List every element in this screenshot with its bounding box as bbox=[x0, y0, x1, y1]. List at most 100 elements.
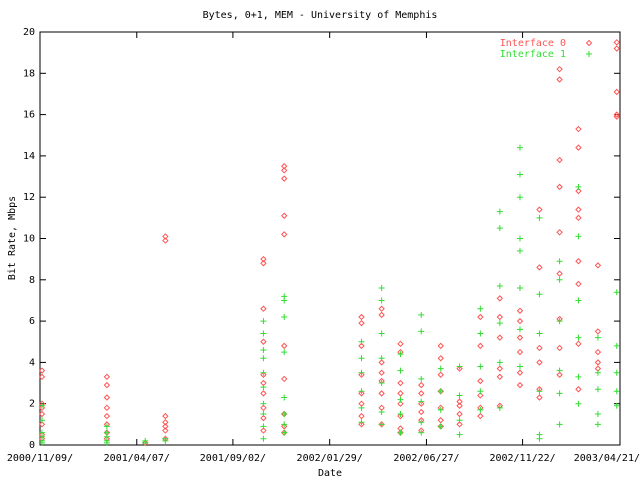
point bbox=[456, 402, 463, 409]
point bbox=[516, 144, 523, 151]
point bbox=[575, 258, 582, 265]
point bbox=[556, 270, 563, 277]
point bbox=[38, 410, 46, 418]
point bbox=[358, 390, 365, 397]
legend-marker bbox=[585, 39, 593, 47]
y-tick-label: 12 bbox=[23, 192, 35, 203]
point bbox=[281, 297, 288, 304]
point bbox=[456, 417, 463, 424]
point bbox=[162, 233, 169, 240]
point bbox=[378, 380, 385, 387]
point bbox=[556, 421, 563, 428]
point bbox=[260, 400, 267, 407]
point bbox=[575, 214, 582, 222]
point bbox=[38, 367, 46, 374]
point bbox=[358, 371, 365, 378]
point bbox=[556, 371, 563, 378]
point bbox=[575, 340, 582, 348]
point bbox=[496, 334, 504, 341]
point bbox=[437, 371, 444, 378]
point bbox=[358, 404, 365, 411]
point bbox=[418, 311, 425, 318]
point bbox=[556, 229, 563, 236]
point bbox=[556, 367, 563, 374]
point bbox=[281, 375, 288, 383]
point bbox=[575, 125, 582, 133]
point bbox=[162, 412, 169, 420]
point bbox=[260, 338, 267, 345]
point bbox=[378, 330, 385, 337]
point bbox=[38, 404, 46, 412]
point bbox=[397, 340, 404, 348]
point bbox=[260, 404, 267, 412]
point bbox=[260, 414, 267, 422]
point bbox=[456, 431, 463, 438]
point bbox=[516, 348, 524, 356]
point bbox=[418, 375, 425, 382]
point bbox=[516, 235, 523, 242]
point bbox=[613, 342, 620, 349]
point bbox=[378, 355, 385, 362]
point bbox=[281, 163, 288, 170]
point bbox=[260, 371, 267, 378]
point bbox=[575, 334, 582, 341]
point bbox=[613, 113, 620, 120]
point bbox=[594, 411, 601, 418]
point bbox=[281, 212, 288, 219]
point bbox=[496, 208, 503, 215]
point bbox=[418, 400, 425, 407]
point bbox=[378, 305, 385, 312]
point bbox=[613, 369, 620, 376]
y-tick-label: 16 bbox=[23, 110, 35, 121]
y-tick-label: 4 bbox=[29, 357, 35, 368]
point bbox=[378, 311, 385, 319]
point bbox=[358, 369, 365, 376]
point bbox=[477, 330, 484, 337]
point bbox=[516, 307, 524, 314]
y-axis-label: Bit Rate, Mbps bbox=[7, 196, 18, 280]
point bbox=[142, 439, 149, 446]
point bbox=[477, 305, 484, 312]
point bbox=[477, 363, 484, 370]
point bbox=[575, 400, 582, 407]
point bbox=[281, 423, 288, 430]
x-tick-label: 2001/09/02/ bbox=[200, 453, 266, 464]
point bbox=[556, 318, 563, 325]
y-tick-label: 2 bbox=[29, 399, 35, 410]
point bbox=[594, 334, 601, 341]
point bbox=[103, 394, 111, 401]
point bbox=[162, 437, 169, 444]
point bbox=[456, 421, 463, 428]
point bbox=[613, 388, 620, 395]
point bbox=[378, 285, 385, 292]
point bbox=[358, 355, 365, 362]
point bbox=[260, 255, 267, 263]
point bbox=[103, 404, 111, 412]
point bbox=[536, 388, 543, 395]
y-tick-label: 10 bbox=[23, 234, 35, 245]
point bbox=[103, 373, 111, 381]
point bbox=[594, 262, 602, 269]
point bbox=[378, 297, 385, 304]
legend-marker bbox=[586, 51, 592, 57]
point bbox=[496, 225, 503, 232]
point bbox=[496, 404, 503, 411]
x-tick-label: 2003/04/21/ bbox=[574, 453, 640, 464]
point bbox=[358, 412, 365, 420]
point bbox=[437, 417, 444, 424]
point bbox=[397, 390, 404, 397]
point bbox=[516, 285, 523, 292]
point bbox=[613, 39, 620, 46]
point bbox=[536, 394, 543, 401]
point bbox=[260, 347, 267, 354]
x-tick-label: 2002/01/29/ bbox=[297, 453, 363, 464]
point bbox=[496, 282, 503, 289]
point bbox=[38, 417, 45, 424]
point bbox=[575, 206, 582, 213]
point bbox=[281, 349, 288, 356]
point bbox=[260, 435, 267, 442]
point bbox=[556, 390, 563, 397]
point bbox=[260, 355, 267, 362]
